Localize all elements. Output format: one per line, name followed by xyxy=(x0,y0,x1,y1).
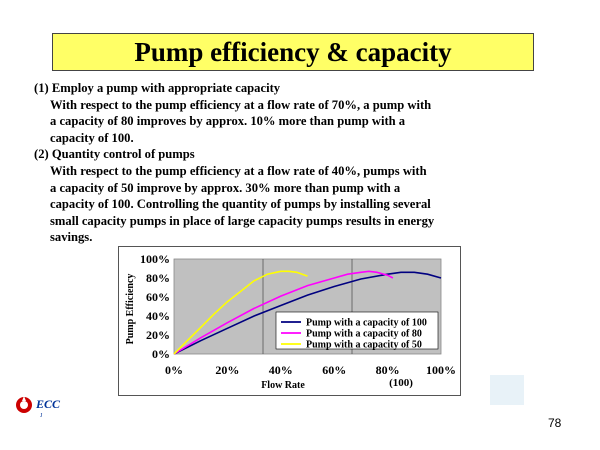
section-2-heading: (2) Quantity control of pumps xyxy=(34,147,195,162)
series-line-1 xyxy=(173,271,442,355)
body-text: (1) Employ a pump with appropriate capac… xyxy=(34,80,524,246)
y-tick-label: 40% xyxy=(146,309,170,323)
decorative-box xyxy=(490,375,524,405)
section-1-line: a capacity of 80 improves by approx. 10%… xyxy=(50,114,406,129)
section-1-heading: (1) Employ a pump with appropriate capac… xyxy=(34,81,281,95)
efficiency-chart: 0%20%40%60%80%100% 0%20%40%60%80%100%120… xyxy=(125,252,509,391)
x-tick-label: 20% xyxy=(215,363,239,377)
series-line-3 xyxy=(173,270,308,355)
chart-container: 0%20%40%60%80%100% 0%20%40%60%80%100%120… xyxy=(118,246,509,396)
section-2-line: small capacity pumps in place of large c… xyxy=(50,213,435,228)
y-tick-label: 20% xyxy=(146,328,170,342)
title-box: Pump efficiency & capacity xyxy=(52,33,534,71)
legend-box xyxy=(275,311,439,350)
y-tick-label: 60% xyxy=(146,290,170,304)
page-title: Pump efficiency & capacity xyxy=(134,36,452,67)
x-tick-label: 80% xyxy=(376,363,400,377)
ecc-logo-icon xyxy=(16,396,32,413)
legend-label: Pump with a capacity of 100 xyxy=(306,318,427,329)
section-1-line: With respect to the pump efficiency at a… xyxy=(50,97,432,112)
y-axis-label: Pump Efficiency xyxy=(125,274,136,345)
legend-label: Pump with a capacity of 50 xyxy=(306,340,422,351)
logo-text: ECC xyxy=(36,397,61,411)
section-2-line: a capacity of 50 improve by approx. 30% … xyxy=(50,180,401,195)
series-line-2 xyxy=(173,270,394,355)
section-2-line: savings. xyxy=(50,230,93,245)
y-tick-label: 100% xyxy=(140,252,170,266)
y-tick-label: 80% xyxy=(146,271,170,285)
x-tick-sub-label: (100) xyxy=(389,377,413,389)
x-tick-label: 40% xyxy=(269,363,293,377)
page-number: 78 xyxy=(548,416,562,430)
section-1-line: capacity of 100. xyxy=(50,130,134,145)
legend-label: Pump with a capacity of 80 xyxy=(306,329,422,340)
x-tick-label: 100% xyxy=(426,363,456,377)
y-tick-label: 0% xyxy=(152,347,170,361)
x-tick-label: 0% xyxy=(165,363,183,377)
x-axis-label: Flow Rate xyxy=(261,380,305,391)
logo-sub-text: J xyxy=(40,413,43,419)
section-2-line: capacity of 100. Controlling the quantit… xyxy=(50,197,431,212)
section-2-line: With respect to the pump efficiency at a… xyxy=(50,163,427,178)
x-tick-label: 60% xyxy=(322,363,346,377)
